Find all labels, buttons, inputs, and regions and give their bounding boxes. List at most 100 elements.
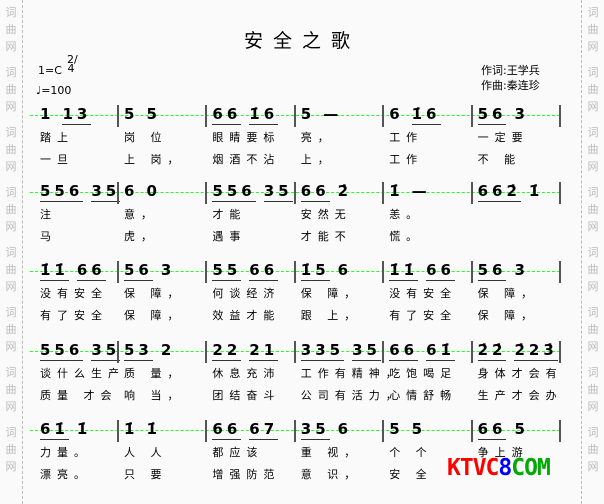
note-group: 1̇ (146, 420, 161, 438)
lyric-verse-2: 响 当， (124, 389, 185, 402)
measure: 61̇ 1̇ 力量。 漂亮。 (36, 420, 124, 484)
logo-part: 8 (498, 455, 512, 481)
barline (117, 261, 119, 283)
composer: 作曲:秦连珍 (481, 79, 540, 92)
lyric-verse-2: 有了安全 (40, 309, 108, 322)
lyric-verse-1: 休息充沛 (212, 367, 281, 380)
lyric-verse-2: 团结奋斗 (212, 389, 281, 402)
measure: 66 2̇ 安然无 才能不 (297, 182, 385, 246)
measure: 53 2 质 量， 响 当， (120, 341, 208, 405)
barline (293, 105, 296, 127)
watermark-text: 词曲网 (5, 306, 17, 353)
notes: 1 13 (40, 105, 92, 125)
watermark-text: 词曲网 (5, 66, 17, 113)
lyric-verse-2: 虎， (124, 230, 158, 243)
note-group: 5 (146, 105, 161, 123)
note-group: 0 (146, 182, 161, 200)
note-group: 6 (389, 105, 404, 123)
time-signature: 2/4 (67, 53, 78, 75)
lyric-verse-1: 安然无 (300, 208, 352, 221)
note-group: 61̇ (40, 420, 69, 440)
lyric-verse-2: 心情舒畅 (389, 389, 458, 402)
note-group: 2 (160, 341, 176, 359)
note-group: 66 (212, 420, 242, 440)
lyric-verse-2: 质量 才会 (40, 389, 118, 402)
staff-row: 556 35 注马 6 0 意， 虎， 556 35 才能 遇事 66 2̇ 安然无 才能不 1̇ — 恙。 慌。 6… (30, 182, 561, 246)
lyric-verse-2: 效益才能 (212, 309, 281, 322)
lyricist: 作词:王学兵 (481, 64, 540, 77)
watermark-text: 词曲网 (5, 246, 17, 293)
barline (205, 105, 208, 127)
notes: 61̇ 1̇ (40, 420, 91, 440)
note-group: 66 (426, 261, 455, 281)
lyric-verse-1: 没有安全 (389, 287, 458, 300)
note-group: 67 (249, 420, 279, 440)
lyric-verse-2: 慌。 (389, 230, 424, 243)
note-group: 56 (477, 261, 507, 281)
barline (382, 420, 385, 442)
note-group: 1̇ (76, 420, 92, 438)
note-group: 1̇ (124, 420, 139, 438)
notes: 1̇1̇ 66 (389, 261, 455, 281)
notes: 66 2̇ (300, 182, 352, 202)
measure: 22 21 休息充沛 团结奋斗 (208, 341, 296, 405)
note-group: 1 (40, 105, 55, 123)
lyric-verse-1: 恙。 (389, 208, 424, 221)
note-group: 1̇1̇ (40, 261, 69, 281)
left-margin-line (22, 0, 23, 504)
lyric-verse-2: 遇事 (212, 230, 247, 243)
note-group: 5 (300, 105, 316, 123)
staff-row: 1̇1̇ 66 没有安全 有了安全 56 3 保 障， 保 障， 55 66 何谈经济 效益才能 1̇5… (30, 261, 561, 325)
barline (293, 182, 296, 204)
lyric-verse-1: 才能 (212, 208, 247, 221)
lyric-verse-2: 上 岗， (124, 153, 185, 166)
barline (382, 261, 385, 283)
measure: 56 3 一定要不 能 (474, 105, 562, 169)
note-group: 66 (249, 261, 279, 281)
notes: 2̇2̇ 2̇23̇ (477, 341, 558, 361)
measure: 35 6 重 视， 意 识， (297, 420, 385, 484)
barline (117, 105, 119, 127)
notes: 56 3 (477, 105, 529, 125)
note-group: 35 (263, 182, 293, 202)
lyric-verse-1: 争上游 (477, 446, 529, 459)
song-title: 安全之歌 (243, 30, 360, 52)
lyric-verse-1: 岗 位 (124, 131, 168, 144)
measure: 556 35 才能 遇事 (208, 182, 296, 246)
note-group: 3 (514, 261, 529, 279)
ktvc8-logo: KTVC8COM (447, 455, 551, 481)
watermark-text: 词曲网 (587, 126, 599, 173)
right-margin-line (581, 0, 582, 504)
measure: 6 0 意， 虎， (120, 182, 208, 246)
measure: 556 35 谈什么生产质量 才会 (36, 341, 124, 405)
notes: 35 6 (300, 420, 352, 440)
note-group: 1̇ (528, 182, 544, 200)
note-group: 53 (124, 341, 153, 361)
lyric-verse-1: 力量。 (40, 446, 91, 459)
watermark-text: 词曲网 (5, 426, 17, 473)
watermark-text: 词曲网 (5, 6, 17, 53)
lyric-verse-1: 谈什么生产 (40, 367, 125, 380)
notes: 335 35 (300, 341, 381, 361)
note-group: 35 (352, 341, 381, 361)
barline (117, 420, 119, 442)
measure: 66 1̇6 眼睛要标 烟酒不沾 (208, 105, 296, 169)
note-group: 66 (477, 420, 507, 440)
barline (205, 420, 208, 442)
watermark-text: 词曲网 (5, 186, 17, 233)
note-group: 55 (212, 261, 242, 281)
note-group: 556 (40, 182, 84, 202)
measure: 66 61̇ 吃饱喝足 心情舒畅 (385, 341, 473, 405)
note-group: 13 (62, 105, 92, 125)
lyric-verse-1: 没有安全 (40, 287, 108, 300)
lyric-verse-1: 一定要 (477, 131, 529, 144)
barline (470, 261, 473, 283)
note-group: 335 (300, 341, 345, 361)
note-group: — (323, 105, 343, 123)
lyric-verse-2: 保 障， (124, 309, 185, 322)
logo-part: COM (511, 455, 551, 481)
measure: 1̇ 1̇ 人 人只 要 (120, 420, 208, 484)
notes: 556 35 (40, 341, 121, 361)
